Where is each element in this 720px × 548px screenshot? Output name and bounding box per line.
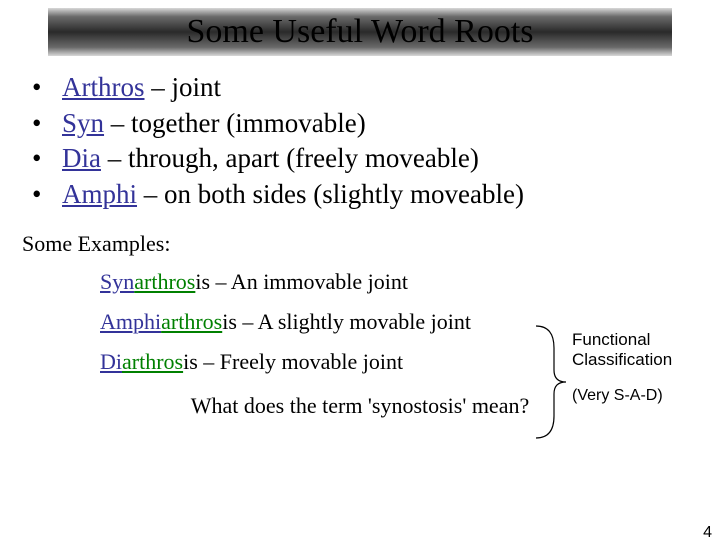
example-prefix: Di — [100, 349, 122, 374]
root-def: – together (immovable) — [104, 108, 366, 138]
list-item: • Arthros – joint — [32, 70, 720, 106]
list-item: • Dia – through, apart (freely moveable) — [32, 141, 720, 177]
title-bar: Some Useful Word Roots — [48, 8, 672, 56]
classification-label: Functional Classification (Very S-A-D) — [572, 330, 702, 405]
classification-line2: Classification — [572, 350, 702, 370]
root-word: Syn — [62, 108, 104, 138]
curly-brace-icon — [530, 322, 570, 442]
example-prefix: Syn — [100, 269, 134, 294]
slide-title: Some Useful Word Roots — [186, 13, 533, 51]
root-def: – joint — [145, 72, 222, 102]
example-item: Synarthrosis – An immovable joint — [100, 271, 720, 293]
bullet-icon: • — [32, 70, 62, 106]
example-rest: is – An immovable joint — [195, 269, 408, 294]
example-root: arthros — [122, 349, 183, 374]
example-root: arthros — [134, 269, 195, 294]
classification-line1: Functional — [572, 330, 702, 350]
root-word: Arthros — [62, 72, 145, 102]
list-item: • Amphi – on both sides (slightly moveab… — [32, 177, 720, 213]
root-word: Amphi — [62, 179, 137, 209]
mnemonic: (Very S-A-D) — [572, 387, 702, 405]
root-def: – through, apart (freely moveable) — [101, 143, 479, 173]
example-rest: is – Freely movable joint — [183, 349, 403, 374]
examples-heading: Some Examples: — [22, 231, 720, 257]
list-item: • Syn – together (immovable) — [32, 106, 720, 142]
example-root: arthros — [161, 309, 222, 334]
example-prefix: Amphi — [100, 309, 161, 334]
bullet-icon: • — [32, 106, 62, 142]
word-roots-list: • Arthros – joint • Syn – together (immo… — [32, 70, 720, 213]
root-word: Dia — [62, 143, 101, 173]
root-def: – on both sides (slightly moveable) — [137, 179, 524, 209]
bullet-icon: • — [32, 177, 62, 213]
page-number: 4 — [703, 524, 712, 542]
example-rest: is – A slightly movable joint — [222, 309, 471, 334]
bullet-icon: • — [32, 141, 62, 177]
